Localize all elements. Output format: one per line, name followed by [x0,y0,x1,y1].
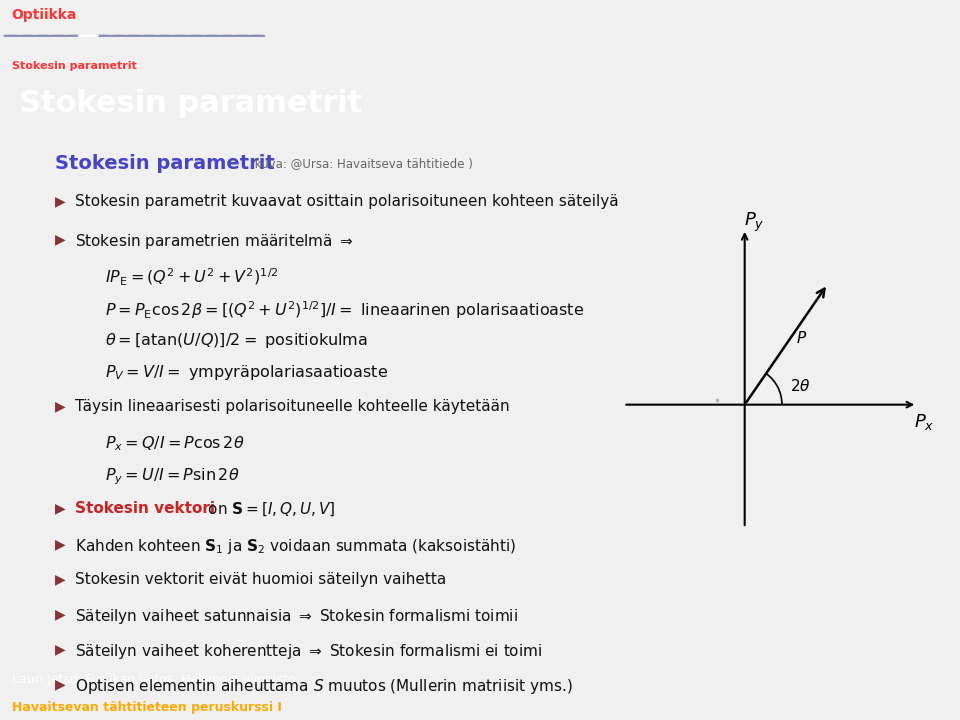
Text: Optiikka: Optiikka [12,8,77,22]
Text: Stokesin parametrit: Stokesin parametrit [55,154,275,173]
Text: Lauri Jetsu  Fysiikan laitos  Helsingin yliopisto: Lauri Jetsu Fysiikan laitos Helsingin yl… [12,673,295,686]
Text: Optisen elementin aiheuttama $S$ muutos (Mullerin matriisit yms.): Optisen elementin aiheuttama $S$ muutos … [75,677,573,696]
Text: ▶: ▶ [55,642,65,656]
Text: ▶: ▶ [55,194,65,208]
Text: $P_y = U/I = P\sin 2\theta$: $P_y = U/I = P\sin 2\theta$ [105,466,240,487]
Text: on $\mathbf{S} = [I, Q, U, V]$: on $\mathbf{S} = [I, Q, U, V]$ [203,501,336,518]
Text: $P_y$: $P_y$ [744,211,764,234]
Text: Täysin lineaarisesti polarisoituneelle kohteelle käytetään: Täysin lineaarisesti polarisoituneelle k… [75,399,510,414]
Text: $P = P_\mathrm{E} \cos 2\beta = [(Q^2 + U^2)^{1/2}]/I =$ lineaarinen polarisaati: $P = P_\mathrm{E} \cos 2\beta = [(Q^2 + … [105,299,585,320]
Text: $P_V = V/I =$ ympyräpolariasaatioaste: $P_V = V/I =$ ympyräpolariasaatioaste [105,363,388,382]
Text: $IP_\mathrm{E} = (Q^2 + U^2 + V^2)^{1/2}$: $IP_\mathrm{E} = (Q^2 + U^2 + V^2)^{1/2}… [105,267,278,288]
Text: $P_x = Q/I = P\cos 2\theta$: $P_x = Q/I = P\cos 2\theta$ [105,434,245,453]
Text: ▶: ▶ [55,572,65,586]
Text: $P_x$: $P_x$ [914,412,934,432]
Text: $2\theta$: $2\theta$ [790,378,811,394]
Text: ▶: ▶ [55,232,65,246]
Text: ▶: ▶ [55,399,65,413]
Text: ▶: ▶ [55,537,65,551]
Text: (kuva: @Ursa: Havaitseva tähtitiede ): (kuva: @Ursa: Havaitseva tähtitiede ) [250,157,473,170]
Text: Stokesin parametrit: Stokesin parametrit [19,89,363,117]
Text: Kahden kohteen $\mathbf{S}_1$ ja $\mathbf{S}_2$ voidaan summata (kaksoistähti): Kahden kohteen $\mathbf{S}_1$ ja $\mathb… [75,537,516,556]
Text: $P$: $P$ [796,330,807,346]
Circle shape [79,35,98,36]
Text: Säteilyn vaiheet satunnaisia $\Rightarrow$ Stokesin formalismi toimii: Säteilyn vaiheet satunnaisia $\Rightarro… [75,607,518,626]
Text: ▶: ▶ [55,607,65,621]
Text: Stokesin vektorit eivät huomioi säteilyn vaihetta: Stokesin vektorit eivät huomioi säteilyn… [75,572,446,587]
Text: Säteilyn vaiheet koherentteja $\Rightarrow$ Stokesin formalismi ei toimi: Säteilyn vaiheet koherentteja $\Rightarr… [75,642,542,661]
Text: Stokesin parametrit: Stokesin parametrit [12,61,136,71]
Text: Havaitsevan tähtitieteen peruskurssi I: Havaitsevan tähtitieteen peruskurssi I [12,701,281,714]
Text: ▶: ▶ [55,501,65,515]
Text: ▶: ▶ [55,677,65,691]
Text: $\theta = [\mathrm{atan}(U/Q)]/2 =$ positiokulma: $\theta = [\mathrm{atan}(U/Q)]/2 =$ posi… [105,331,368,350]
Text: Stokesin parametrit kuvaavat osittain polarisoituneen kohteen säteilyä: Stokesin parametrit kuvaavat osittain po… [75,194,618,209]
Text: Stokesin vektori: Stokesin vektori [75,501,215,516]
Text: Stokesin parametrien määritelmä $\Rightarrow$: Stokesin parametrien määritelmä $\Righta… [75,232,354,251]
